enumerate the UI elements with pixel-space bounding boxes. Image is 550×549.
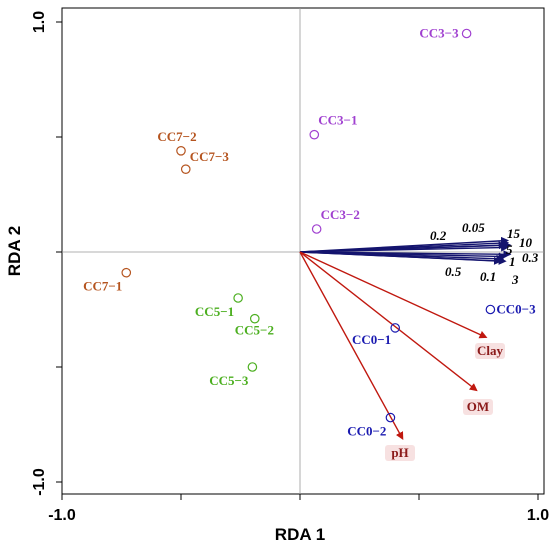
site-label: CC7−2: [157, 129, 196, 144]
env-vector-arrow: [299, 251, 488, 339]
site-point: [180, 164, 191, 174]
y-axis-title: RDA 2: [5, 226, 24, 276]
site-label: CC0−2: [347, 424, 386, 439]
env-vectors: Clay OM pH: [299, 251, 505, 461]
y-tick-label: -1.0: [31, 468, 48, 496]
size-vector-arrow: [299, 251, 502, 265]
site-label: CC3−3: [419, 26, 459, 41]
size-vector-label: 10: [519, 235, 533, 250]
site-label: CC0−3: [496, 302, 536, 317]
size-vector-label: 0.1: [480, 269, 496, 284]
y-axis: 1.0 -1.0: [31, 11, 62, 496]
x-tick-label: 1.0: [527, 507, 549, 524]
site-point: [385, 412, 396, 423]
env-vector-label: pH: [391, 445, 408, 460]
site-point: [461, 28, 472, 39]
size-vector-label: 5: [506, 242, 513, 257]
site-point: [121, 267, 132, 278]
size-vector-arrow: [299, 241, 507, 253]
site-label: CC5−3: [209, 373, 249, 388]
y-tick-label: 1.0: [31, 11, 48, 33]
site-label: CC0−1: [352, 332, 391, 347]
site-point: [233, 293, 243, 303]
site-point: [247, 362, 258, 372]
size-vector-label: 0.2: [430, 228, 447, 243]
env-vector-arrow: [299, 251, 478, 392]
site-label: CC7−3: [190, 149, 230, 164]
size-vector-label: 1: [509, 254, 516, 269]
site-point: [176, 146, 186, 156]
env-vector-arrow: [299, 251, 404, 441]
site-label: CC5−2: [235, 323, 274, 338]
env-label-background: [463, 399, 493, 415]
site-point: [311, 224, 322, 234]
x-axis-title: RDA 1: [275, 525, 325, 544]
env-label-background: [475, 343, 505, 359]
plot-frame: [61, 7, 545, 495]
sites: CC3−3 CC3−1 CC3−2 CC7−2 CC7−3 CC7−1 CC5−1CC5−2…: [83, 26, 536, 439]
site-point: [309, 129, 320, 140]
site-point: [485, 304, 496, 315]
size-vector-label: 3: [511, 272, 519, 287]
site-point: [249, 313, 260, 324]
site-label: CC3−2: [321, 207, 360, 222]
x-axis: -1.0 1.0: [48, 494, 549, 524]
site-point: [390, 323, 400, 333]
site-label: CC7−1: [83, 279, 122, 294]
size-vector-label: 0.3: [522, 250, 539, 265]
env-label-background: [385, 445, 415, 461]
site-label: CC3−1: [318, 113, 357, 128]
size-vector-label: 0.5: [445, 264, 462, 279]
env-vector-label: OM: [467, 399, 489, 414]
env-vector-label: Clay: [477, 343, 504, 358]
size-vector-label: 0.05: [462, 220, 485, 235]
size-vector-label: 15: [507, 226, 521, 241]
site-label: CC5−1: [195, 304, 234, 319]
x-tick-label: -1.0: [48, 507, 76, 524]
